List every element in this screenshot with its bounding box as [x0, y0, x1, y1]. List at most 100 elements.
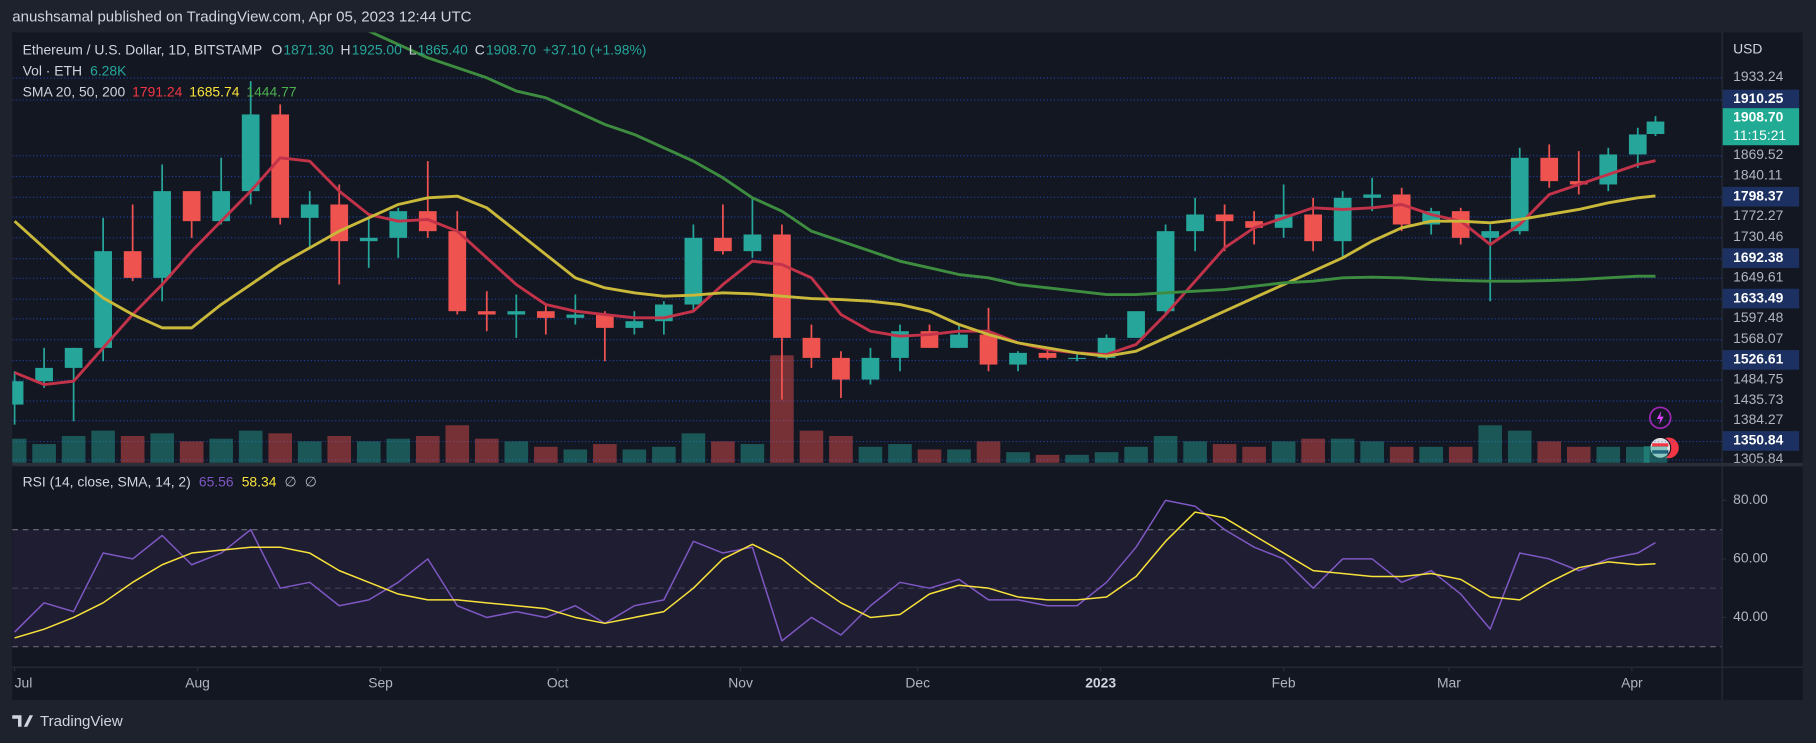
candle-body [861, 357, 880, 380]
volume-bar [1212, 444, 1237, 463]
candle-body [536, 311, 555, 318]
x-tick-label: Dec [905, 675, 930, 691]
volume-bar [1153, 436, 1178, 463]
volume-bar [238, 430, 263, 463]
rsi-band-fill [12, 529, 1722, 647]
volume-bar [947, 449, 971, 463]
price-label: 1840.11 [1733, 167, 1782, 183]
volume-bar [917, 449, 942, 463]
price-label-bg [1722, 108, 1800, 146]
volume-bar [415, 436, 440, 463]
price-label: 1568.07 [1733, 330, 1783, 346]
candle-body [979, 334, 998, 365]
candle-body [1156, 231, 1175, 312]
volume-bar [1419, 446, 1443, 463]
volume-bar [711, 441, 735, 463]
price-label: 1526.61 [1733, 351, 1783, 367]
price-label: 1908.70 [1733, 109, 1783, 125]
price-label-bg [1722, 350, 1800, 370]
volume-bar [1035, 454, 1060, 463]
volume-bar [858, 446, 883, 463]
price-label: 1484.75 [1733, 370, 1783, 386]
candle-body [418, 211, 437, 232]
price-label: 1350.84 [1733, 432, 1783, 448]
price-label: 1597.48 [1733, 309, 1783, 325]
candle-body [123, 251, 142, 278]
price-pane [12, 32, 1722, 463]
volume-bar [1006, 452, 1030, 463]
price-label: 1730.46 [1733, 228, 1783, 244]
candle-body [12, 381, 24, 405]
candle-body [1540, 157, 1559, 182]
candle-body [153, 191, 172, 278]
ohlc-value: 1865.40 [418, 42, 468, 58]
volume-bar [32, 444, 56, 463]
volume-bar [652, 446, 676, 463]
volume-bar [681, 433, 706, 463]
x-tick-label: Nov [728, 675, 753, 691]
volume-bar [179, 441, 204, 463]
price-label-bg [1722, 288, 1800, 309]
candle-body [595, 314, 614, 328]
candle-body [1451, 211, 1470, 238]
volume-bar [150, 433, 174, 463]
volume-bar [976, 441, 1001, 463]
candle-body [271, 114, 290, 218]
rsi-legend: RSI (14, close, SMA, 14, 2) [23, 473, 191, 489]
rsi-value: 65.56 [199, 473, 234, 489]
candle-body [684, 237, 703, 305]
volume-bar [1478, 425, 1503, 463]
volume-bar [622, 449, 647, 463]
rsi-value: 58.34 [242, 473, 277, 489]
publisher: anushsamal published on TradingView.com,… [12, 8, 471, 25]
candle-body [743, 234, 762, 252]
candle-body [1510, 157, 1529, 232]
price-label: 1910.25 [1733, 90, 1783, 106]
volume-bar [445, 425, 470, 463]
rsi-plot [12, 499, 1722, 648]
sma-line [13, 194, 1656, 358]
candle-body [1127, 311, 1145, 338]
candle-body [359, 237, 378, 242]
candle-body [832, 357, 850, 380]
volume-bar [1448, 446, 1473, 463]
price-label: 1772.27 [1733, 207, 1783, 223]
candle-body [802, 337, 821, 358]
candle-body [1215, 214, 1234, 222]
volume-bar [356, 441, 381, 463]
price-label-bg [1722, 248, 1800, 268]
volume-bar [1183, 441, 1207, 463]
rsi-pane [12, 466, 1722, 666]
candle-body [182, 191, 201, 222]
volume-bar [1330, 438, 1355, 463]
candle-body [1186, 214, 1204, 232]
price-label-bg [1722, 89, 1800, 110]
sma-value: 1685.74 [189, 83, 239, 99]
candle-body [64, 347, 83, 368]
rsi-line [14, 499, 1656, 642]
price-label: 1798.37 [1733, 187, 1783, 203]
candle-body [300, 204, 319, 218]
volume-bar [1537, 441, 1562, 463]
candle-body [1038, 352, 1057, 358]
volume-bar [1271, 441, 1296, 463]
volume-bar [1625, 446, 1650, 463]
candle-body [94, 251, 112, 348]
x-tick-label: Oct [547, 675, 569, 691]
candle-body [1304, 214, 1322, 242]
rsi-extra: ∅ [285, 473, 297, 489]
candle-body [1068, 357, 1086, 360]
volume-bar [209, 438, 233, 463]
volume-bar [1301, 438, 1325, 463]
candle-body [389, 211, 408, 238]
x-tick-label: Apr [1621, 675, 1643, 691]
volume-bar [770, 355, 794, 463]
x-tick-label: 2023 [1085, 675, 1116, 691]
candle-body [1009, 352, 1027, 365]
volume-bar [563, 449, 588, 463]
rsi-tick-label: 40.00 [1733, 608, 1768, 624]
volume-bar [1643, 446, 1668, 463]
candle-body [330, 204, 349, 242]
